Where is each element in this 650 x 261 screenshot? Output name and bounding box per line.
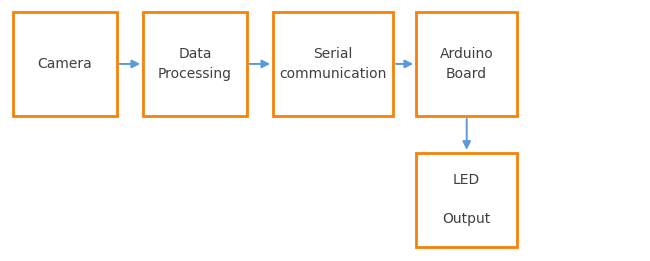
Bar (13, 12, 117, 116)
Text: Camera: Camera (38, 57, 92, 71)
Text: Arduino
Board: Arduino Board (439, 47, 493, 81)
Bar (273, 12, 393, 116)
Bar (143, 12, 247, 116)
Bar (416, 153, 517, 247)
Text: Data
Processing: Data Processing (158, 47, 232, 81)
Bar (416, 12, 517, 116)
Text: Serial
communication: Serial communication (280, 47, 387, 81)
Text: LED

Output: LED Output (442, 173, 491, 226)
